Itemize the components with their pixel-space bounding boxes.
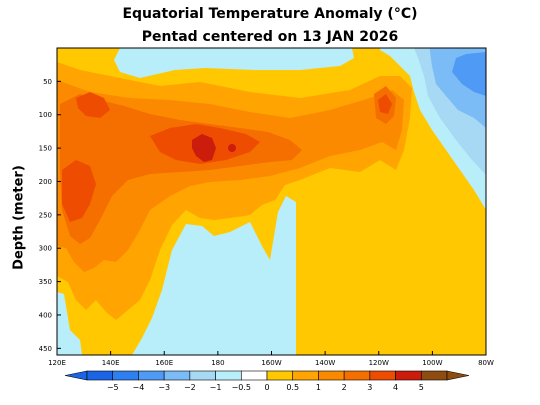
colorbar-label: 1 — [316, 383, 321, 392]
chart-subtitle: Pentad centered on 13 JAN 2026 — [141, 29, 399, 45]
field-pos2 — [60, 94, 302, 244]
colorbar-label: −1 — [210, 383, 222, 392]
x-tick-label: 80W — [478, 359, 494, 367]
colorbar-swatch — [318, 370, 345, 381]
field-neg3 — [452, 52, 486, 96]
y-tick-label: 150 — [39, 145, 52, 153]
colorbar-label: −5 — [107, 383, 119, 392]
field-pos3-upper — [76, 92, 110, 118]
colorbar-swatch — [266, 370, 294, 381]
x-tick-label: 120E — [48, 359, 66, 367]
x-tick-label: 120W — [369, 359, 389, 367]
field-neg05-deep — [132, 196, 296, 355]
colorbar-label: 3 — [367, 383, 372, 392]
colorbar-label: 0.5 — [286, 383, 299, 392]
heatmap-field — [57, 48, 486, 355]
field-pos3-west — [62, 160, 96, 222]
colorbar-label: 4 — [393, 383, 398, 392]
y-tick-label: 50 — [43, 78, 52, 86]
colorbar-swatch — [292, 370, 319, 381]
y-tick-label: 450 — [39, 345, 52, 353]
colorbar: −5 −4 −3 −2 −1 −0.5 0 0.5 1 2 3 4 5 — [64, 370, 470, 392]
colorbar-swatch — [343, 370, 371, 381]
y-tick-label: 300 — [39, 245, 52, 253]
colorbar-label: 5 — [419, 383, 424, 392]
x-tick-label: 180 — [211, 359, 224, 367]
x-tick-label: 140W — [315, 359, 335, 367]
y-tick-label: 200 — [39, 178, 52, 186]
y-tick-label: 250 — [39, 211, 52, 219]
field-pos3-east — [378, 94, 392, 114]
colorbar-high-arrow — [446, 370, 470, 381]
y-tick-label: 100 — [39, 111, 52, 119]
y-tick-label: 400 — [39, 311, 52, 319]
x-tick-label: 160E — [155, 359, 173, 367]
y-tick-label: 350 — [39, 278, 52, 286]
colorbar-label: −2 — [184, 383, 196, 392]
chart-title: Equatorial Temperature Anomaly (°C) — [122, 6, 418, 22]
colorbar-label: −0.5 — [232, 383, 251, 392]
colorbar-swatch — [215, 370, 242, 381]
x-tick-label: 140E — [102, 359, 120, 367]
colorbar-swatch — [189, 370, 216, 381]
field-pos4-core — [192, 134, 216, 162]
colorbar-swatch — [138, 370, 165, 381]
colorbar-label: 2 — [342, 383, 347, 392]
field-neg05-sw — [57, 292, 82, 355]
colorbar-swatch — [369, 370, 396, 381]
colorbar-label: −4 — [133, 383, 145, 392]
colorbar-low-arrow — [64, 370, 88, 381]
colorbar-swatch — [395, 370, 422, 381]
y-axis: 50 100 150 200 250 300 350 400 450 — [39, 78, 61, 353]
x-tick-label: 100W — [422, 359, 442, 367]
colorbar-swatch — [86, 370, 114, 381]
colorbar-swatch — [163, 370, 191, 381]
colorbar-swatch — [240, 370, 268, 381]
field-neg05-top — [114, 48, 354, 78]
colorbar-swatch — [112, 370, 139, 381]
colorbar-label: −3 — [158, 383, 170, 392]
colorbar-label: 0 — [264, 383, 269, 392]
colorbar-swatch — [420, 370, 448, 381]
x-tick-label: 160W — [261, 359, 281, 367]
field-pos4-dot — [228, 144, 236, 152]
x-axis: 120E 140E 160E 180 160W 140W 120W 100W 80W — [48, 351, 494, 367]
